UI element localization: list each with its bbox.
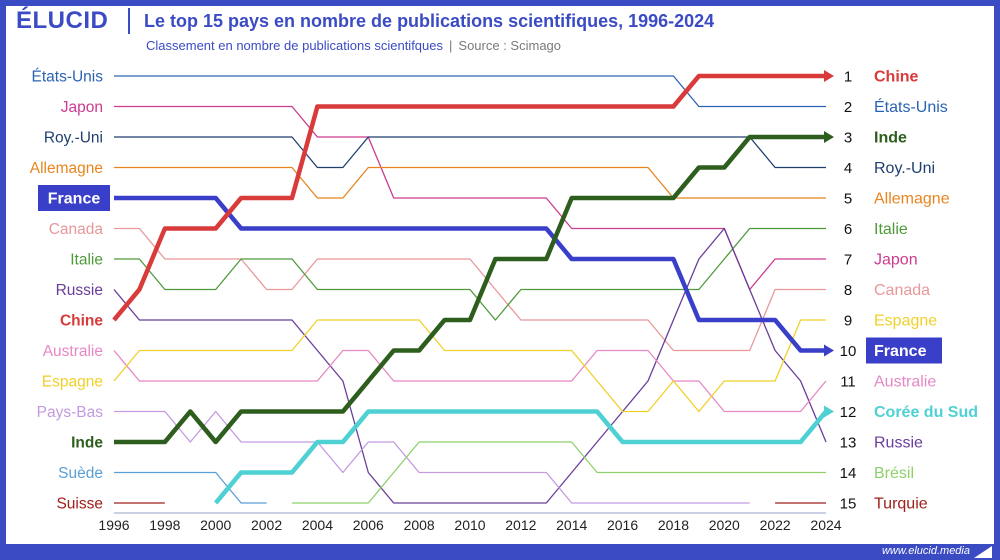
series-line-bresil — [292, 441, 826, 504]
x-tick-label: 2006 — [353, 517, 384, 533]
arrowhead-france — [824, 344, 834, 357]
chart-title: Le top 15 pays en nombre de publications… — [144, 11, 715, 31]
left-label-chine: Chine — [60, 313, 103, 330]
series-line-suede — [114, 471, 267, 504]
x-tick-label: 2008 — [404, 517, 435, 533]
x-tick-label: 2024 — [810, 517, 841, 533]
chart-frame: ÉLUCID Le top 15 pays en nombre de publi… — [6, 6, 994, 544]
right-label-allemagne: Allemagne — [874, 191, 950, 208]
right-label-coree-du-sud: Corée du Sud — [874, 404, 978, 421]
right-label-japon: Japon — [874, 252, 918, 269]
arrowhead-inde — [824, 131, 834, 143]
right-rank-number: 14 — [840, 465, 857, 482]
subtitle-text: Classement en nombre de publications sci… — [146, 38, 444, 53]
left-label-russie: Russie — [56, 282, 103, 299]
x-tick-label: 1998 — [149, 517, 180, 533]
right-rank-number: 10 — [840, 343, 857, 360]
chart-subtitle: Classement en nombre de publications sci… — [146, 38, 561, 53]
right-label-france: France — [874, 343, 927, 360]
left-label-box-france — [38, 185, 110, 211]
x-tick-label: 2000 — [200, 517, 231, 533]
left-label-suisse: Suisse — [56, 496, 103, 513]
series-line-coree-du-sud — [213, 409, 828, 505]
arrowhead-coree-du-sud — [824, 405, 834, 418]
right-rank-number: 8 — [844, 282, 852, 299]
left-label-canada: Canada — [49, 221, 104, 238]
right-rank-number: 1 — [844, 69, 852, 86]
x-tick-label: 2022 — [760, 517, 791, 533]
source-text: Source : Scimago — [458, 38, 562, 53]
series-line-allemagne — [114, 166, 826, 199]
right-rank-number: 3 — [844, 130, 852, 147]
series-line-pays-bas — [114, 410, 750, 504]
right-label-turquie: Turquie — [874, 496, 928, 513]
x-tick-label: 2012 — [505, 517, 536, 533]
right-rank-number: 7 — [844, 252, 852, 269]
right-rank-number: 13 — [840, 435, 857, 452]
brand-logo: ÉLUCID — [16, 7, 109, 34]
right-rank-number: 11 — [840, 374, 856, 391]
right-rank-number: 5 — [844, 191, 852, 208]
footer-logo-mark — [974, 546, 992, 558]
x-tick-label: 2010 — [454, 517, 485, 533]
right-label-roy-uni: Roy.-Uni — [874, 160, 935, 177]
series-line-espagne — [113, 319, 826, 413]
series-line-etats-unis — [114, 75, 826, 108]
right-label-inde: Inde — [874, 130, 907, 147]
x-tick-label: 2020 — [709, 517, 740, 533]
series-line-japon — [114, 105, 826, 291]
right-rank-number: 15 — [840, 496, 857, 513]
left-label-inde: Inde — [71, 435, 103, 452]
left-label-italie: Italie — [70, 252, 103, 269]
left-label-espagne: Espagne — [42, 374, 103, 391]
series-line-russie — [113, 227, 827, 504]
series-line-canada — [114, 227, 826, 352]
right-label-etats-unis: États-Unis — [874, 97, 948, 116]
right-rank-number: 12 — [840, 404, 857, 421]
x-tick-label: 2014 — [556, 517, 587, 533]
footer-url[interactable]: www.elucid.media — [881, 545, 970, 557]
left-label-allemagne: Allemagne — [30, 160, 103, 177]
logo-divider — [128, 8, 130, 34]
subtitle-separator: | — [449, 38, 453, 53]
x-tick-label: 2004 — [302, 517, 333, 533]
right-label-box-france — [866, 337, 942, 364]
left-label-japon: Japon — [61, 99, 103, 116]
series-line-inde — [114, 134, 826, 445]
right-label-russie: Russie — [874, 435, 923, 452]
left-label-roy-uni: Roy.-Uni — [44, 130, 103, 147]
left-label-suede: Suède — [58, 465, 103, 482]
header: ÉLUCID Le top 15 pays en nombre de publi… — [6, 6, 994, 36]
right-label-chine: Chine — [874, 69, 919, 86]
series-line-france — [114, 195, 826, 353]
right-label-canada: Canada — [874, 282, 930, 299]
x-tick-label: 2002 — [251, 517, 282, 533]
right-rank-number: 9 — [844, 313, 852, 330]
right-rank-number: 2 — [844, 99, 852, 116]
series-line-australie — [113, 349, 827, 413]
right-label-bresil: Brésil — [874, 465, 914, 482]
left-label-pays-bas: Pays-Bas — [37, 404, 104, 421]
left-label-etats-unis: États-Unis — [32, 69, 104, 86]
series-line-roy-uni — [114, 136, 826, 169]
right-label-australie: Australie — [874, 374, 936, 391]
left-label-france: France — [48, 191, 101, 208]
series-line-chine — [112, 73, 826, 322]
x-tick-label: 2018 — [658, 517, 689, 533]
right-label-espagne: Espagne — [874, 313, 937, 330]
right-rank-number: 6 — [844, 221, 852, 238]
left-label-australie: Australie — [43, 343, 103, 360]
right-rank-number: 4 — [844, 160, 852, 177]
x-tick-label: 1996 — [98, 517, 129, 533]
arrowhead-chine — [824, 70, 834, 82]
series-line-italie — [114, 227, 826, 321]
x-tick-label: 2016 — [607, 517, 638, 533]
right-label-italie: Italie — [874, 221, 908, 238]
